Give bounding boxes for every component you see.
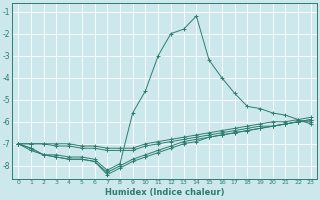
X-axis label: Humidex (Indice chaleur): Humidex (Indice chaleur) <box>105 188 224 197</box>
